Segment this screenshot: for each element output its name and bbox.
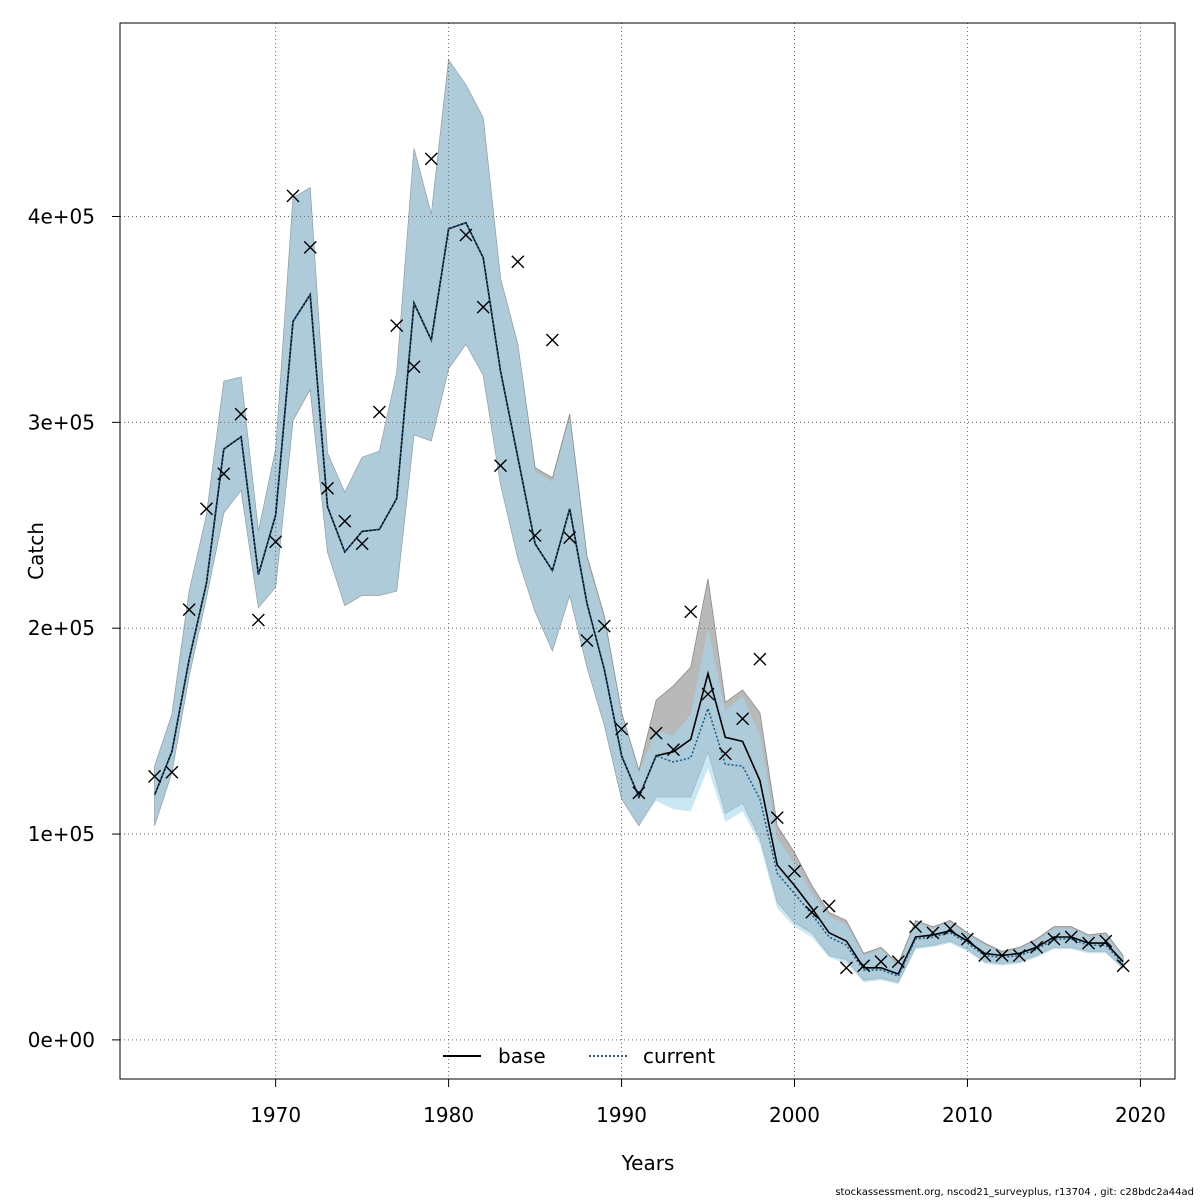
- observed-point-2006: [891, 955, 905, 969]
- observed-point-1964: [165, 765, 179, 779]
- observed-point-2012: [995, 948, 1009, 962]
- observed-point-2005: [874, 955, 888, 969]
- observed-point-1991: [632, 786, 646, 800]
- x-tick-label-2000: 2000: [769, 1103, 820, 1127]
- observed-point-1978: [407, 360, 421, 374]
- observed-point-1969: [251, 613, 265, 627]
- observed-point-2014: [1030, 940, 1044, 954]
- observed-point-2001: [805, 905, 819, 919]
- observed-point-2010: [960, 932, 974, 946]
- footer-credit: stockassessment.org, nscod21_surveyplus,…: [835, 1187, 1194, 1198]
- observed-point-1993: [666, 743, 680, 757]
- observed-point-1986: [545, 333, 559, 347]
- observed-point-2003: [839, 961, 853, 975]
- observed-point-1968: [234, 407, 248, 421]
- observed-point-1987: [563, 531, 577, 545]
- y-tick-label-200000: 2e+05: [28, 616, 95, 640]
- grid-lines: [120, 23, 1175, 1079]
- observed-point-1972: [303, 240, 317, 254]
- observed-point-1979: [424, 152, 438, 166]
- observed-point-2013: [1012, 948, 1026, 962]
- observed-point-1996: [718, 747, 732, 761]
- observed-point-1999: [770, 811, 784, 825]
- observed-point-1975: [355, 537, 369, 551]
- observed-point-1977: [390, 319, 404, 333]
- legend-current-label: current: [643, 1044, 715, 1068]
- x-tick-label-1980: 1980: [423, 1103, 474, 1127]
- observed-point-2004: [857, 959, 871, 973]
- observed-point-2009: [943, 922, 957, 936]
- observed-point-1992: [649, 726, 663, 740]
- observed-point-1965: [182, 603, 196, 617]
- y-tick-label-0: 0e+00: [28, 1028, 95, 1052]
- observed-point-1967: [217, 467, 231, 481]
- observed-point-1997: [736, 712, 750, 726]
- y-tick-label-100000: 1e+05: [28, 822, 95, 846]
- legend-base-label: base: [498, 1044, 546, 1068]
- observed-point-1985: [528, 529, 542, 543]
- observed-point-2007: [909, 920, 923, 934]
- observed-point-2015: [1047, 932, 1061, 946]
- observed-points: [148, 152, 1130, 975]
- observed-point-2017: [1082, 936, 1096, 950]
- axes: 1970 1980 1990 2000 2010 2020 0e+00 1e+05 2e+05 3…: [28, 204, 1166, 1127]
- observed-point-1983: [493, 459, 507, 473]
- y-tick-label-300000: 3e+05: [28, 410, 95, 434]
- observed-point-2018: [1099, 934, 1113, 948]
- observed-point-1995: [701, 687, 715, 701]
- observed-point-1981: [459, 228, 473, 242]
- observed-point-1994: [684, 605, 698, 619]
- observed-point-2008: [926, 926, 940, 940]
- observed-point-1963: [148, 769, 162, 783]
- current-confidence-band: [154, 60, 1124, 985]
- observed-point-1990: [615, 722, 629, 736]
- x-axis-label: Years: [621, 1151, 675, 1175]
- observed-point-1974: [338, 514, 352, 528]
- observed-point-2000: [788, 864, 802, 878]
- observed-point-1982: [476, 300, 490, 314]
- confidence-bands: [154, 59, 1124, 985]
- observed-point-2011: [978, 948, 992, 962]
- observed-point-1976: [372, 405, 386, 419]
- observed-point-1984: [511, 255, 525, 269]
- observed-point-1966: [199, 502, 213, 516]
- legend: base current: [443, 1044, 715, 1068]
- observed-point-1989: [597, 619, 611, 633]
- observed-point-1973: [321, 481, 335, 495]
- x-tick-label-1970: 1970: [250, 1103, 301, 1127]
- y-axis-label: Catch: [24, 522, 48, 580]
- x-tick-label-1990: 1990: [596, 1103, 647, 1127]
- observed-point-1970: [269, 535, 283, 549]
- current-series-line: [153, 221, 1124, 978]
- observed-point-2002: [822, 899, 836, 913]
- observed-point-1988: [580, 634, 594, 648]
- series-lines: [153, 221, 1124, 978]
- observed-point-1998: [753, 652, 767, 666]
- y-tick-label-400000: 4e+05: [28, 204, 95, 228]
- x-tick-label-2010: 2010: [942, 1103, 993, 1127]
- x-tick-label-2020: 2020: [1115, 1103, 1166, 1127]
- observed-point-1971: [286, 189, 300, 203]
- observed-point-2016: [1064, 930, 1078, 944]
- observed-point-2019: [1116, 959, 1130, 973]
